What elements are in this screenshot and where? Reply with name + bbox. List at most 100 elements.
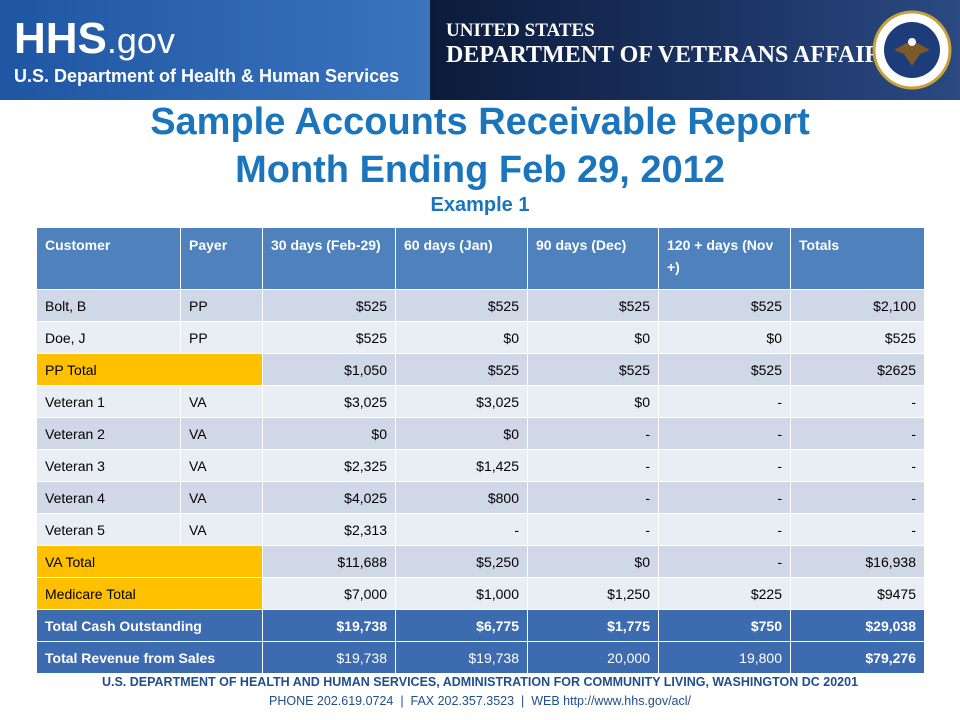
- table-row: Veteran 4 VA $4,025 $800- - -: [36, 481, 925, 514]
- table-row: Bolt, B PP $525 $525 $525 $525 $2,100: [36, 289, 925, 322]
- table-row: Total Cash Outstanding $19,738 $6,775 $1,77…: [36, 609, 925, 642]
- hhs-name: U.S. Department of Health & Human Servic…: [14, 66, 400, 86]
- table-cell: $0: [395, 417, 528, 450]
- table-row: Veteran 3 VA $2,325 $1,425- - -: [36, 449, 925, 482]
- table-cell: $525: [790, 321, 925, 354]
- footer-line: PHONE 202.619.0724 | FAX 202.357.3523 | …: [268, 694, 691, 708]
- table-cell: $525: [395, 353, 528, 386]
- table-cell: $1,425: [395, 449, 528, 482]
- table-cell: VA: [180, 513, 263, 546]
- title-line: Sample Accounts Receivable Report: [150, 101, 810, 143]
- table-cell: $225: [658, 577, 791, 610]
- table-cell: $525: [262, 321, 396, 354]
- footer-line: U.S. DEPARTMENT OF HEALTH AND HUMAN SERV…: [101, 675, 859, 689]
- table-cell: Doe, J: [36, 321, 181, 354]
- table-cell: -: [658, 513, 791, 546]
- table-cell: PP: [180, 321, 263, 354]
- table-cell: $1,050: [262, 353, 396, 386]
- table-cell: -: [395, 513, 528, 546]
- table-cell: $19,738: [262, 641, 396, 674]
- table-cell: Medicare Total: [36, 577, 263, 610]
- table-cell: Veteran 1: [36, 385, 181, 418]
- table-cell: -: [527, 513, 659, 546]
- table-cell: -: [790, 417, 925, 450]
- table-cell: $2625: [790, 353, 925, 386]
- table-cell: VA Total: [36, 545, 263, 578]
- table-cell: Total Revenue from Sales: [36, 641, 263, 674]
- table-cell: 19,800: [658, 641, 791, 674]
- table-cell: -: [658, 417, 791, 450]
- ar-table: Customer Payer 30 days (Feb-29) 60 days (Ja…: [36, 227, 925, 674]
- table-cell: $9475: [790, 577, 925, 610]
- header-cell: 120 + days (Nov +): [658, 227, 791, 290]
- table-cell: $29,038: [790, 609, 925, 642]
- header-cell: 90 days (Dec): [527, 227, 659, 290]
- table-cell: $7,000: [262, 577, 396, 610]
- table-cell: -: [527, 417, 659, 450]
- table-cell: PP Total: [36, 353, 263, 386]
- table-cell: -: [790, 481, 925, 514]
- table-row: Veteran 2 VA $0 $0- - -: [36, 417, 925, 450]
- header-cell: 30 days (Feb-29): [262, 227, 396, 290]
- va-seal: [872, 10, 952, 90]
- va-banner: UNITED STATES DEPARTMENT OF VETERANS AFF…: [430, 0, 960, 100]
- table-cell: $1,250: [527, 577, 659, 610]
- table-cell: $2,313: [262, 513, 396, 546]
- table-row: Medicare Total $7,000 $1,000 $1,250 $225 $947…: [36, 577, 925, 610]
- table-cell: $2,325: [262, 449, 396, 482]
- table-cell: $0: [527, 385, 659, 418]
- table-cell: Veteran 5: [36, 513, 181, 546]
- table-cell: 20,000: [527, 641, 659, 674]
- table-cell: $19,738: [262, 609, 396, 642]
- table-cell: $525: [658, 353, 791, 386]
- table-cell: Bolt, B: [36, 289, 181, 322]
- table-cell: $79,276: [790, 641, 925, 674]
- table-cell: $525: [658, 289, 791, 322]
- table-cell: VA: [180, 385, 263, 418]
- table-cell: -: [790, 513, 925, 546]
- title: Sample Accounts Receivable Report Month E…: [0, 98, 960, 194]
- table-cell: Veteran 2: [36, 417, 181, 450]
- header-cell: Customer: [36, 227, 181, 290]
- table-cell: $1,000: [395, 577, 528, 610]
- table-cell: Veteran 3: [36, 449, 181, 482]
- table-cell: $525: [527, 353, 659, 386]
- table-cell: $750: [658, 609, 791, 642]
- table-cell: $3,025: [395, 385, 528, 418]
- header-cell: Totals: [790, 227, 925, 290]
- table-cell: $0: [395, 321, 528, 354]
- table-cell: -: [658, 385, 791, 418]
- table-cell: $19,738: [395, 641, 528, 674]
- hhs-banner: HHS.gov U.S. Department of Health & Huma…: [0, 0, 430, 100]
- table-cell: $4,025: [262, 481, 396, 514]
- table-cell: $0: [527, 321, 659, 354]
- table-cell: Total Cash Outstanding: [36, 609, 263, 642]
- table-cell: $0: [658, 321, 791, 354]
- table-cell: $5,250: [395, 545, 528, 578]
- hhs-logo: HHS.gov: [14, 14, 175, 64]
- table-cell: VA: [180, 417, 263, 450]
- table-cell: $1,775: [527, 609, 659, 642]
- table-cell: -: [527, 449, 659, 482]
- table-cell: PP: [180, 289, 263, 322]
- banner: HHS.gov U.S. Department of Health & Huma…: [0, 0, 960, 100]
- subtitle: Example 1: [430, 194, 530, 216]
- table-cell: $16,938: [790, 545, 925, 578]
- table-cell: -: [527, 481, 659, 514]
- table-cell: $11,688: [262, 545, 396, 578]
- table-cell: $0: [262, 417, 396, 450]
- table-cell: -: [658, 481, 791, 514]
- va-line1: UNITED STATES: [446, 20, 595, 41]
- table-cell: $2,100: [790, 289, 925, 322]
- table-row: Veteran 1 VA $3,025 $3,025 $0- -: [36, 385, 925, 418]
- table-cell: -: [658, 449, 791, 482]
- table-cell: -: [790, 449, 925, 482]
- table-row: PP Total $1,050 $525 $525 $525 $2625: [36, 353, 925, 386]
- table-cell: $0: [527, 545, 659, 578]
- table-cell: VA: [180, 449, 263, 482]
- table-row: Doe, J PP $525 $0 $0 $0 $525: [36, 321, 925, 354]
- title-line: Month Ending Feb 29, 2012: [235, 149, 725, 191]
- table-cell: $525: [262, 289, 396, 322]
- table-cell: $525: [527, 289, 659, 322]
